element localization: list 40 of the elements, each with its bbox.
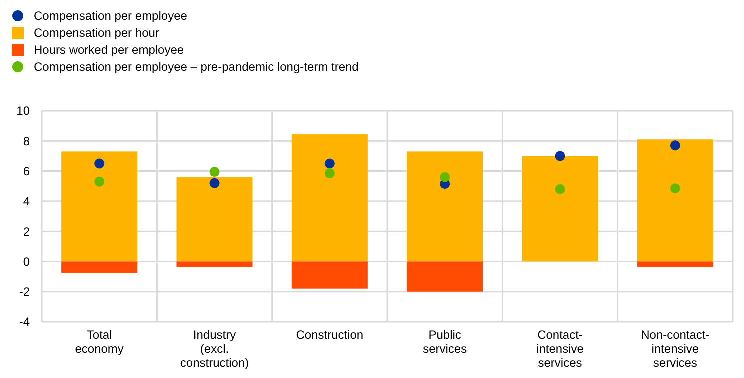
point [210, 167, 220, 178]
point [670, 184, 680, 194]
point [94, 176, 105, 187]
y-tick-label: 6 [23, 164, 30, 178]
x-tick-label: Public services [423, 328, 468, 356]
bar [292, 262, 368, 289]
x-tick-label: Contact- intensive services [536, 328, 584, 370]
legend-label: Compensation per employee – pre-pandemic long-term trend [34, 60, 359, 74]
bar [407, 262, 484, 292]
bar [62, 262, 138, 274]
legend-label: Hours worked per employee [34, 43, 184, 58]
y-tick-label: -4 [19, 315, 30, 330]
bar [62, 152, 138, 262]
bar [637, 262, 714, 267]
point [555, 151, 566, 162]
legend-label: Compensation per employee [34, 9, 188, 24]
legend-label: Compensation per hour [34, 26, 160, 40]
point [94, 158, 105, 169]
x-tick-label: Non-contact- intensive services [641, 328, 710, 370]
bar [176, 262, 253, 267]
x-tick-label: Construction [296, 328, 364, 342]
y-tick-label: 10 [16, 104, 30, 118]
point [324, 168, 335, 179]
point [440, 172, 450, 182]
point [210, 178, 220, 188]
y-tick-label: 4 [23, 194, 30, 209]
bar [407, 152, 484, 262]
point [324, 158, 335, 169]
y-tick-label: 8 [23, 134, 30, 148]
bar [292, 134, 368, 262]
y-tick-label: 2 [23, 224, 30, 239]
point [670, 140, 680, 151]
bar [176, 177, 253, 262]
x-tick-label: Total economy [75, 328, 124, 356]
point [555, 184, 566, 194]
bar [522, 156, 598, 262]
y-tick-label: -2 [19, 285, 30, 300]
x-tick-label: Industry (excl. construction) [180, 328, 250, 370]
y-tick-label: 0 [23, 254, 30, 269]
bar [637, 140, 714, 262]
